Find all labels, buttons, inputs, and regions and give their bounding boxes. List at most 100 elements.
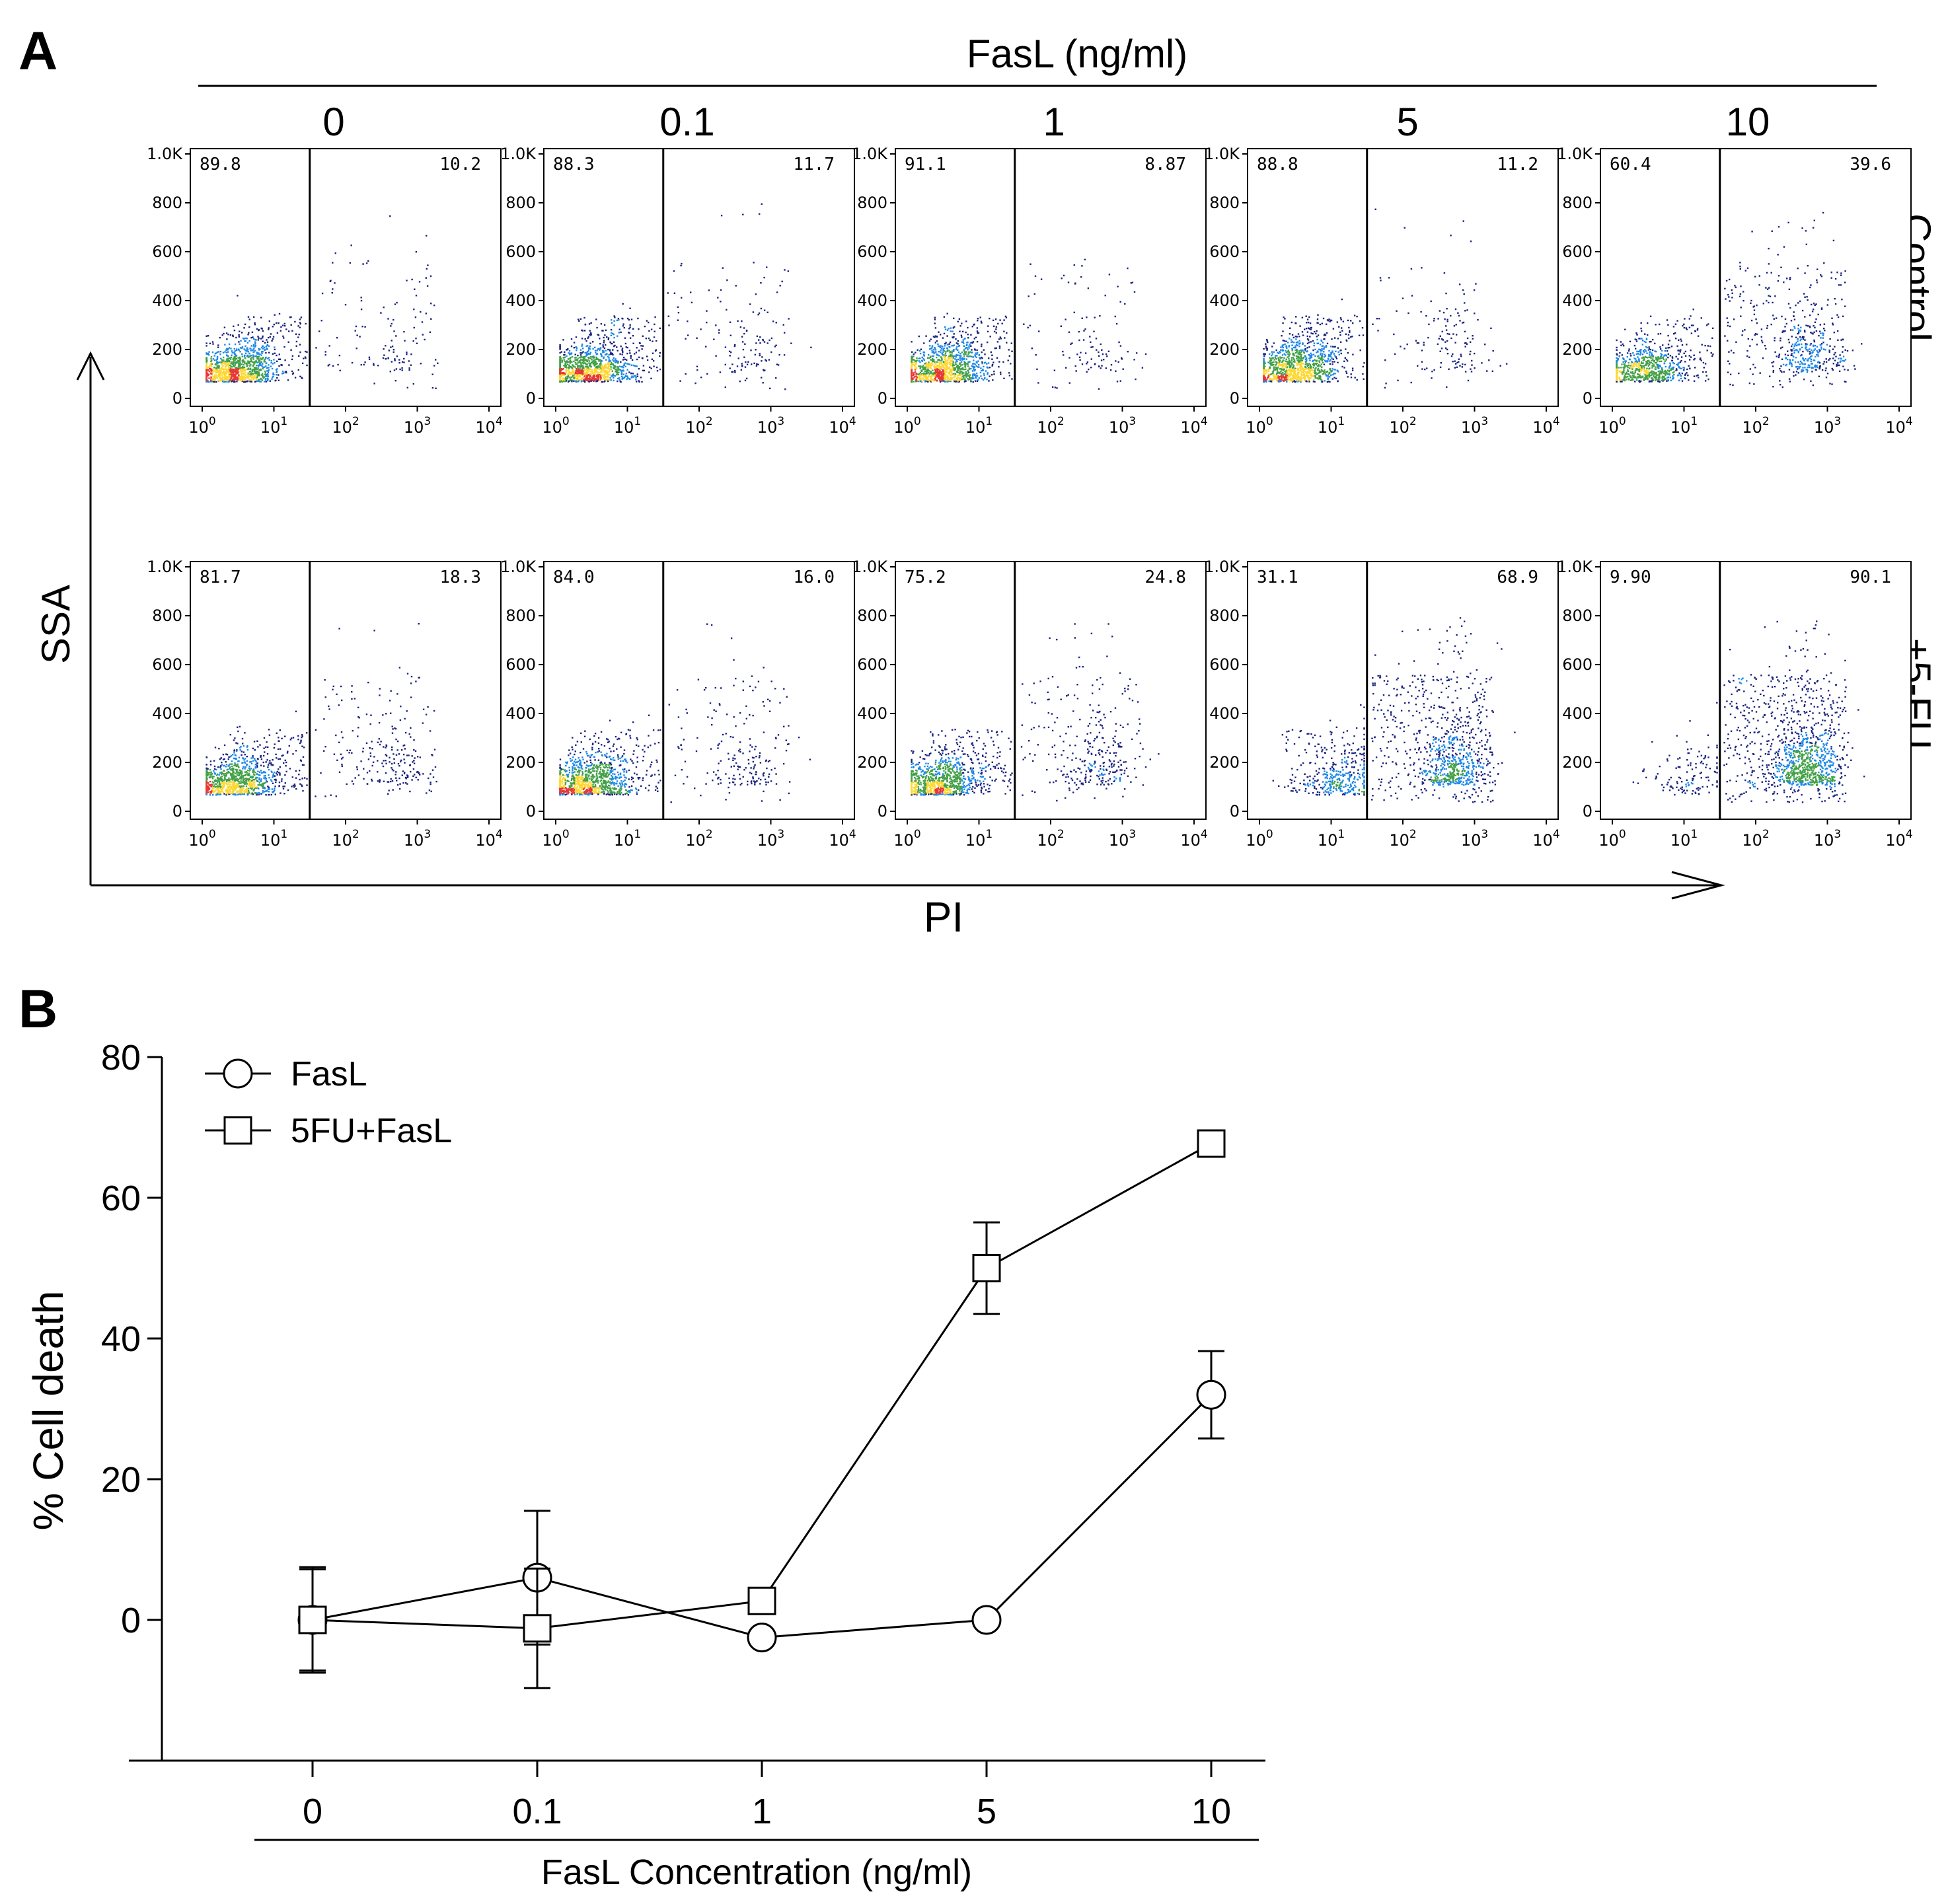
event-dot [1287,361,1289,363]
event-dot [1081,363,1084,365]
event-dot [637,317,639,320]
event-dot [603,371,606,373]
event-dot [280,326,282,328]
event-dot [560,369,562,372]
event-dot [587,366,589,368]
event-dot [1285,346,1287,348]
event-dot [763,341,766,343]
event-dot [1282,374,1285,376]
event-dot [1316,373,1319,375]
event-dot [597,359,600,361]
event-dot [995,328,997,330]
event-dot [1323,338,1325,340]
event-dot [250,364,252,366]
event-dot [1082,339,1085,341]
event-dot [569,378,572,380]
event-dot [968,345,970,348]
event-dot [262,376,264,379]
event-dot [233,351,235,353]
event-dot [1308,369,1310,371]
event-dot [229,367,231,369]
event-dot [607,355,609,358]
event-dot [214,379,216,381]
event-dot [272,326,274,328]
event-dot [646,359,649,361]
event-dot [262,366,264,369]
event-dot [360,363,362,366]
event-dot [265,379,267,381]
event-dot [589,351,592,353]
event-dot [1314,330,1316,333]
event-dot [1332,328,1335,330]
y-tick-label: 200 [1209,340,1240,359]
plot-frame [543,148,855,407]
event-dot [605,359,607,361]
event-dot [288,330,290,332]
event-dot [934,327,937,329]
event-dot [936,369,938,371]
event-dot [1319,377,1322,380]
event-dot [587,378,589,380]
event-dot [1350,336,1352,338]
event-dot [609,360,612,362]
event-dot [1328,353,1330,356]
event-dot [634,365,636,367]
event-dot [212,377,214,379]
event-dot [582,356,584,359]
event-dot [993,373,995,375]
event-dot [241,374,243,377]
event-dot [913,355,915,357]
event-dot [1133,359,1135,361]
event-dot [391,346,394,348]
event-dot [271,378,273,380]
event-dot [1287,342,1289,344]
event-dot [570,373,572,375]
event-dot [629,352,631,354]
event-dot [1294,361,1296,363]
event-dot [243,368,245,371]
event-dot [624,342,627,345]
event-dot [938,331,940,333]
event-dot [577,367,579,369]
event-dot [216,351,219,353]
event-dot [1310,326,1312,329]
event-dot [1282,377,1284,379]
event-dot [291,373,294,375]
event-dot [932,355,934,357]
event-dot [1008,349,1010,351]
event-dot [949,341,952,344]
event-dot [940,361,942,363]
event-dot [414,316,417,318]
event-dot [949,362,951,365]
event-dot [575,368,578,370]
event-dot [1300,357,1302,359]
event-dot [972,356,975,358]
event-dot [948,381,950,383]
event-dot [971,351,973,353]
event-dot [1003,377,1005,379]
event-dot [258,372,260,375]
event-dot [911,367,913,369]
event-dot [1334,346,1336,348]
event-dot [235,366,237,369]
event-dot [916,377,918,379]
event-dot [957,374,959,376]
event-dot [959,357,961,359]
event-dot [954,361,957,364]
event-dot [235,361,237,363]
event-dot [246,365,248,367]
event-dot [938,369,940,371]
event-dot [1289,363,1291,365]
event-dot [635,365,637,367]
event-dot [274,314,276,316]
event-dot [281,364,283,366]
event-dot [246,368,248,370]
event-dot [974,363,976,365]
event-dot [1322,345,1324,347]
event-dot [1314,376,1316,378]
event-dot [609,350,611,352]
event-dot [206,363,207,365]
event-dot [656,370,659,372]
event-dot [1317,367,1320,369]
event-dot [260,357,262,359]
